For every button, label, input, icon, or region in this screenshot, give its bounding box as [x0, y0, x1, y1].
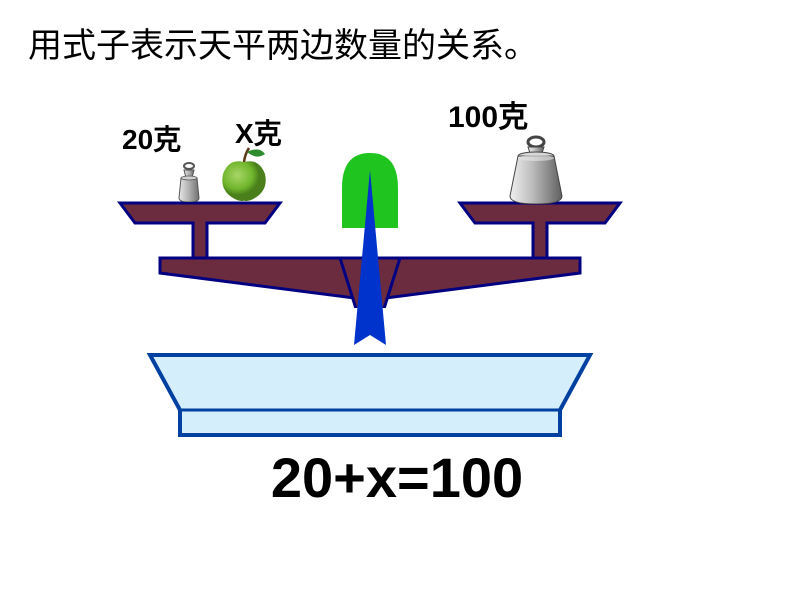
- scale-needle: [350, 170, 390, 350]
- label-100g: 100克: [448, 92, 528, 136]
- scale-base: [140, 350, 600, 440]
- large-weight-icon: [500, 134, 572, 204]
- label-100-unit: 克: [498, 101, 528, 134]
- equation-text: 20+x=100: [271, 445, 523, 510]
- left-pan: [115, 198, 285, 268]
- label-100-value: 100: [448, 101, 498, 134]
- instruction-title: 用式子表示天平两边数量的关系。: [28, 18, 538, 67]
- right-pan: [455, 198, 625, 268]
- apple-icon: [215, 144, 273, 202]
- balance-scale-diagram: [120, 140, 620, 450]
- small-weight-icon: [175, 160, 203, 202]
